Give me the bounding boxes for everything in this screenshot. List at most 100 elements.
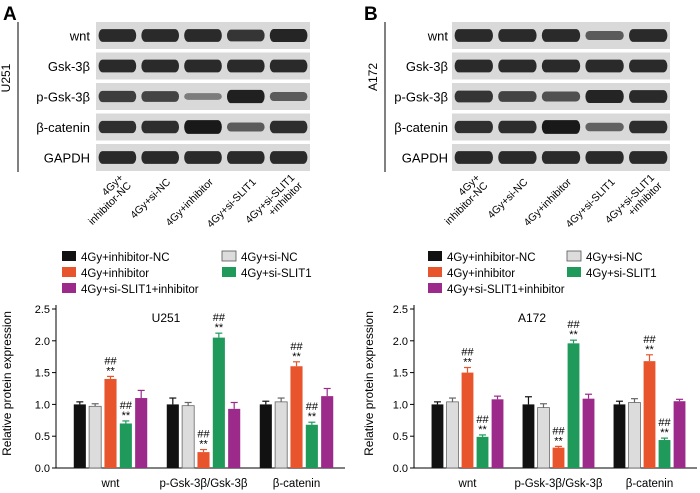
- chart-title: U251: [152, 311, 181, 325]
- legend-swatch: [566, 250, 582, 262]
- bar: [613, 404, 626, 468]
- blot-row-label: Gsk-3β: [406, 59, 448, 74]
- blot-band: [269, 29, 308, 42]
- blot-row-label: β-catenin: [36, 120, 90, 135]
- panel-a: A U251 wnt Gsk-3β p-Gsk-3β β-catenin GAPDH 4Gy+…: [0, 4, 345, 490]
- blot-band: [541, 91, 581, 102]
- significance-mark: **: [199, 439, 208, 451]
- blot-band: [141, 151, 180, 164]
- lane-label-line: 4Gy+si-NC: [128, 176, 173, 221]
- legend-label: 4Gy+inhibitor-NC: [447, 252, 536, 264]
- blot-band: [585, 151, 624, 164]
- blot-band: [98, 120, 137, 134]
- significance-mark: **: [660, 427, 669, 439]
- bar: [476, 436, 489, 468]
- legend-swatch: [567, 267, 581, 277]
- bar: [552, 447, 565, 468]
- blot-band: [498, 29, 537, 42]
- blot-band: [141, 91, 180, 102]
- significance-mark: ##: [290, 341, 303, 353]
- y-tick-label: 2.5: [35, 304, 50, 316]
- y-tick-label: 2.0: [393, 336, 408, 348]
- blot-row-label: GAPDH: [44, 150, 90, 165]
- blot-band: [98, 59, 137, 73]
- blot-row-label: p-Gsk-3β: [36, 89, 90, 104]
- panel-letter: A: [3, 4, 17, 25]
- bar: [673, 401, 686, 468]
- y-tick-label: 1.5: [393, 368, 408, 380]
- blot-band: [585, 30, 624, 41]
- blot-band: [184, 29, 222, 42]
- legend-label: 4Gy+si-NC: [241, 252, 298, 264]
- legend-swatch: [428, 283, 442, 293]
- bar: [491, 399, 504, 468]
- significance-mark: ##: [476, 414, 489, 426]
- blot-band: [184, 59, 222, 73]
- blot-band: [269, 59, 308, 73]
- panel-b: B A172 wnt Gsk-3β p-Gsk-3β β-catenin GAPDH 4Gy+…: [362, 4, 697, 490]
- legend-swatch: [62, 283, 76, 293]
- bar: [461, 372, 474, 468]
- bar: [274, 401, 288, 469]
- bar: [181, 405, 195, 469]
- bar: [119, 423, 132, 468]
- blot-row-label: Gsk-3β: [48, 59, 90, 74]
- blot-band: [498, 91, 537, 102]
- blot-band: [98, 151, 137, 164]
- cell-line-label: U251: [0, 63, 13, 92]
- x-tick-label: wnt: [458, 478, 478, 490]
- blot-band: [269, 120, 308, 134]
- y-tick-label: 0.5: [35, 431, 50, 443]
- significance-mark: **: [308, 411, 317, 423]
- bar: [658, 440, 671, 468]
- y-tick-label: 1.0: [393, 399, 408, 411]
- bar: [135, 398, 148, 468]
- blot-band: [184, 120, 222, 134]
- significance-mark: ##: [643, 334, 656, 346]
- legend-swatch: [221, 250, 237, 262]
- lane-label-line: 4Gy+si-NC: [485, 176, 530, 221]
- bar: [643, 361, 656, 468]
- blot-band: [498, 59, 537, 73]
- significance-mark: **: [554, 435, 563, 447]
- significance-mark: **: [215, 322, 224, 334]
- bar: [628, 402, 641, 469]
- y-tick-label: 1.5: [35, 368, 50, 380]
- significance-mark: **: [569, 329, 578, 341]
- legend-label: 4Gy+si-SLIT1: [586, 268, 657, 280]
- chart-title: A172: [518, 311, 546, 325]
- blot-band: [98, 90, 137, 103]
- bar: [228, 408, 241, 468]
- blot-band: [629, 59, 668, 73]
- significance-mark: ##: [567, 319, 580, 331]
- significance-mark: ##: [306, 401, 319, 413]
- y-tick-label: 1.0: [35, 399, 50, 411]
- legend-label: 4Gy+inhibitor-NC: [81, 252, 170, 264]
- significance-mark: ##: [104, 355, 117, 367]
- significance-mark: ##: [197, 429, 210, 441]
- legend-label: 4Gy+si-SLIT1+inhibitor: [447, 284, 565, 296]
- blot-band: [454, 59, 493, 73]
- legend-label: 4Gy+si-SLIT1+inhibitor: [81, 284, 199, 296]
- y-tick-label: 0.5: [393, 431, 408, 443]
- bar: [166, 404, 179, 468]
- blot-band: [454, 29, 493, 42]
- bar: [104, 378, 117, 468]
- bar: [567, 343, 580, 468]
- significance-mark: **: [645, 344, 654, 356]
- blot-band: [141, 59, 180, 73]
- blot-band: [226, 59, 265, 73]
- x-tick-label: β-catenin: [273, 478, 321, 490]
- blot-row-label: p-Gsk-3β: [394, 89, 448, 104]
- bar: [88, 405, 102, 469]
- blot-row-label: wnt: [69, 28, 91, 43]
- cell-line-label: A172: [366, 63, 380, 91]
- blot-band: [269, 151, 308, 164]
- blot-band: [226, 29, 265, 42]
- bar: [212, 337, 225, 468]
- legend-swatch: [428, 251, 442, 261]
- blot-band: [454, 120, 493, 134]
- blot-band: [141, 29, 180, 42]
- y-tick-label: 0.0: [393, 463, 408, 475]
- y-axis-label: Relative protein expression: [0, 311, 14, 456]
